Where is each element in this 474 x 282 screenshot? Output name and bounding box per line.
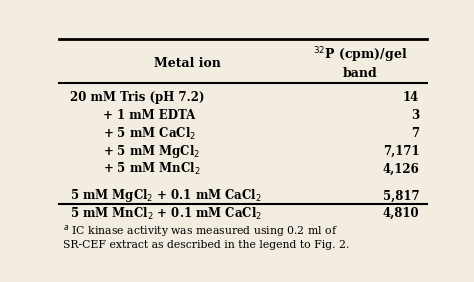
Text: 20 mM Tris (pH 7.2): 20 mM Tris (pH 7.2) bbox=[70, 91, 205, 104]
Text: 4,810: 4,810 bbox=[383, 207, 419, 220]
Text: 3: 3 bbox=[411, 109, 419, 122]
Text: 5 mM MgCl$_2$ + 0.1 mM CaCl$_2$: 5 mM MgCl$_2$ + 0.1 mM CaCl$_2$ bbox=[70, 187, 262, 204]
Text: 5 mM MnCl$_2$ + 0.1 mM CaCl$_2$: 5 mM MnCl$_2$ + 0.1 mM CaCl$_2$ bbox=[70, 206, 263, 222]
Text: 14: 14 bbox=[403, 91, 419, 104]
Text: + 5 mM MgCl$_2$: + 5 mM MgCl$_2$ bbox=[103, 143, 201, 160]
Text: 5,817: 5,817 bbox=[383, 189, 419, 202]
Text: + 1 mM EDTA: + 1 mM EDTA bbox=[103, 109, 196, 122]
Text: Metal ion: Metal ion bbox=[155, 57, 221, 70]
Text: $^{32}$P (cpm)/gel
band: $^{32}$P (cpm)/gel band bbox=[313, 46, 408, 80]
Text: 4,126: 4,126 bbox=[383, 163, 419, 176]
Text: 7,171: 7,171 bbox=[383, 145, 419, 158]
Text: $^{a}$ IC kinase activity was measured using 0.2 ml of
SR-CEF extract as describ: $^{a}$ IC kinase activity was measured u… bbox=[63, 223, 349, 250]
Text: + 5 mM CaCl$_2$: + 5 mM CaCl$_2$ bbox=[103, 125, 196, 142]
Text: + 5 mM MnCl$_2$: + 5 mM MnCl$_2$ bbox=[103, 161, 201, 177]
Text: 7: 7 bbox=[411, 127, 419, 140]
